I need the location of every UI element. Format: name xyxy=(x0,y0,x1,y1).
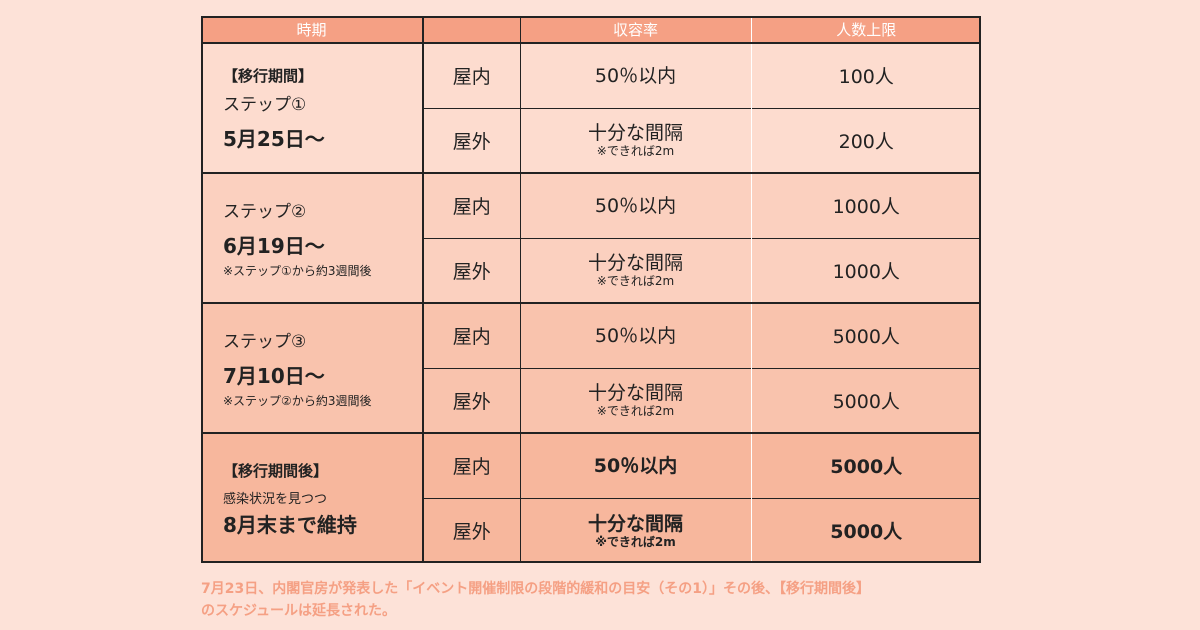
period-step: ステップ③ xyxy=(223,332,307,352)
capacity-value: 十分な間隔 xyxy=(587,252,683,275)
table-row: 【移行期間】 ステップ① 5月25日〜 屋内 50％以内 100人 xyxy=(201,42,981,173)
period-condition: 感染状況を見つつ xyxy=(223,491,328,507)
location-cell: 屋内 xyxy=(423,172,521,238)
capacity-value: 50％以内 xyxy=(594,324,677,347)
period-date: 7月10日〜 xyxy=(223,364,325,388)
limit-cell: 5000人 xyxy=(751,432,981,498)
restriction-schedule-table: 時期 収容率 人数上限 【移行期間】 ステップ① 5月25日〜 屋内 50％以内… xyxy=(201,16,981,563)
table-row: 屋外 十分な間隔 ※できれば2m 5000人 xyxy=(201,367,981,433)
capacity-note: ※できれば2m xyxy=(596,274,675,289)
location-cell: 屋内 xyxy=(423,42,521,108)
location-cell: 屋外 xyxy=(423,367,521,433)
location-cell: 屋内 xyxy=(423,432,521,498)
capacity-value: 十分な間隔 xyxy=(587,382,683,405)
capacity-cell: 50％以内 xyxy=(520,172,752,238)
limit-cell: 5000人 xyxy=(751,367,981,433)
location-cell: 屋外 xyxy=(423,107,521,173)
table-row: 屋外 十分な間隔 ※できれば2m 1000人 xyxy=(201,237,981,303)
limit-cell: 200人 xyxy=(751,107,981,173)
period-cell-step1: 【移行期間】 ステップ① 5月25日〜 xyxy=(201,42,424,173)
period-cell-step3: ステップ③ 7月10日〜 ※ステップ②から約3週間後 xyxy=(201,302,424,433)
capacity-cell: 十分な間隔 ※できれば2m xyxy=(520,367,752,433)
capacity-cell: 50％以内 xyxy=(520,302,752,368)
limit-cell: 1000人 xyxy=(751,237,981,303)
location-cell: 屋外 xyxy=(423,497,521,563)
location-cell: 屋内 xyxy=(423,302,521,368)
period-date: 8月末まで維持 xyxy=(223,512,357,537)
table-row: ステップ② 6月19日〜 ※ステップ①から約3週間後 屋内 50％以内 1000… xyxy=(201,172,981,303)
capacity-value: 50％以内 xyxy=(594,194,677,217)
period-step: ステップ① xyxy=(223,94,307,115)
period-tag: 【移行期間】 xyxy=(223,66,314,85)
capacity-cell: 十分な間隔 ※できれば2m xyxy=(520,497,752,563)
capacity-value: 50％以内 xyxy=(593,454,678,477)
period-date: 6月19日〜 xyxy=(223,234,325,258)
period-step: ステップ② xyxy=(223,202,307,222)
capacity-note: ※できれば2m xyxy=(595,534,676,549)
header-capacity: 収容率 xyxy=(520,16,752,43)
header-period: 時期 xyxy=(201,16,424,43)
capacity-note: ※できれば2m xyxy=(596,144,675,159)
header-limit: 人数上限 xyxy=(751,16,981,43)
footer-line-1: 7月23日、内閣官房が発表した「イベント開催制限の段階的緩和の目安（その1）」そ… xyxy=(201,581,870,597)
capacity-note: ※できれば2m xyxy=(596,404,675,419)
table-row: 屋外 十分な間隔 ※できれば2m 5000人 xyxy=(201,497,981,563)
period-note: ※ステップ②から約3週間後 xyxy=(223,394,372,408)
header-location xyxy=(423,16,521,43)
location-cell: 屋外 xyxy=(423,237,521,303)
capacity-value: 50％以内 xyxy=(594,64,677,87)
limit-cell: 5000人 xyxy=(751,302,981,368)
capacity-cell: 十分な間隔 ※できれば2m xyxy=(520,107,752,173)
capacity-cell: 50％以内 xyxy=(520,432,752,498)
table-row: ステップ③ 7月10日〜 ※ステップ②から約3週間後 屋内 50％以内 5000… xyxy=(201,302,981,433)
period-cell-step2: ステップ② 6月19日〜 ※ステップ①から約3週間後 xyxy=(201,172,424,303)
limit-cell: 100人 xyxy=(751,42,981,108)
footer-caption: 7月23日、内閣官房が発表した「イベント開催制限の段階的緩和の目安（その1）」そ… xyxy=(201,578,1001,622)
limit-cell: 5000人 xyxy=(751,497,981,563)
capacity-value: 十分な間隔 xyxy=(587,512,683,535)
table-row: 屋外 十分な間隔 ※できれば2m 200人 xyxy=(201,107,981,173)
period-note: ※ステップ①から約3週間後 xyxy=(223,264,372,278)
period-tag: 【移行期間後】 xyxy=(223,461,329,480)
period-cell-after-transition: 【移行期間後】 感染状況を見つつ 8月末まで維持 xyxy=(201,432,424,563)
table-row: 【移行期間後】 感染状況を見つつ 8月末まで維持 屋内 50％以内 5000人 xyxy=(201,432,981,563)
period-date: 5月25日〜 xyxy=(223,126,325,151)
table-header-row: 時期 収容率 人数上限 xyxy=(201,16,981,43)
capacity-cell: 十分な間隔 ※できれば2m xyxy=(520,237,752,303)
limit-cell: 1000人 xyxy=(751,172,981,238)
capacity-value: 十分な間隔 xyxy=(587,122,683,145)
footer-line-2: のスケジュールは延長された。 xyxy=(201,603,397,619)
capacity-cell: 50％以内 xyxy=(520,42,752,108)
